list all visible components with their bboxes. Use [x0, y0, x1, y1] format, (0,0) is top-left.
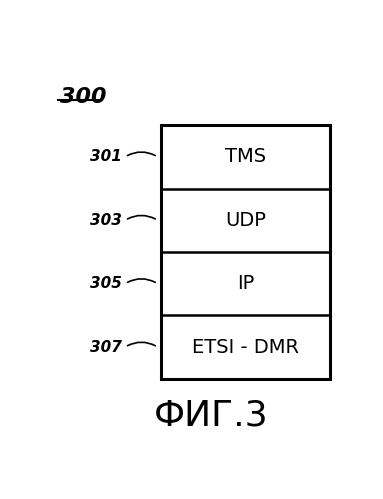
Text: 307: 307	[90, 340, 122, 355]
Text: TMS: TMS	[225, 147, 266, 166]
Bar	[161, 125, 330, 379]
Text: ФИГ.3: ФИГ.3	[154, 398, 268, 432]
Text: 301: 301	[90, 149, 122, 164]
Text: IP: IP	[237, 274, 254, 293]
Text: UDP: UDP	[225, 211, 266, 230]
Text: 305: 305	[90, 276, 122, 291]
Text: 303: 303	[90, 213, 122, 228]
Text: ETSI - DMR: ETSI - DMR	[192, 338, 299, 357]
Text: 300: 300	[60, 87, 106, 107]
